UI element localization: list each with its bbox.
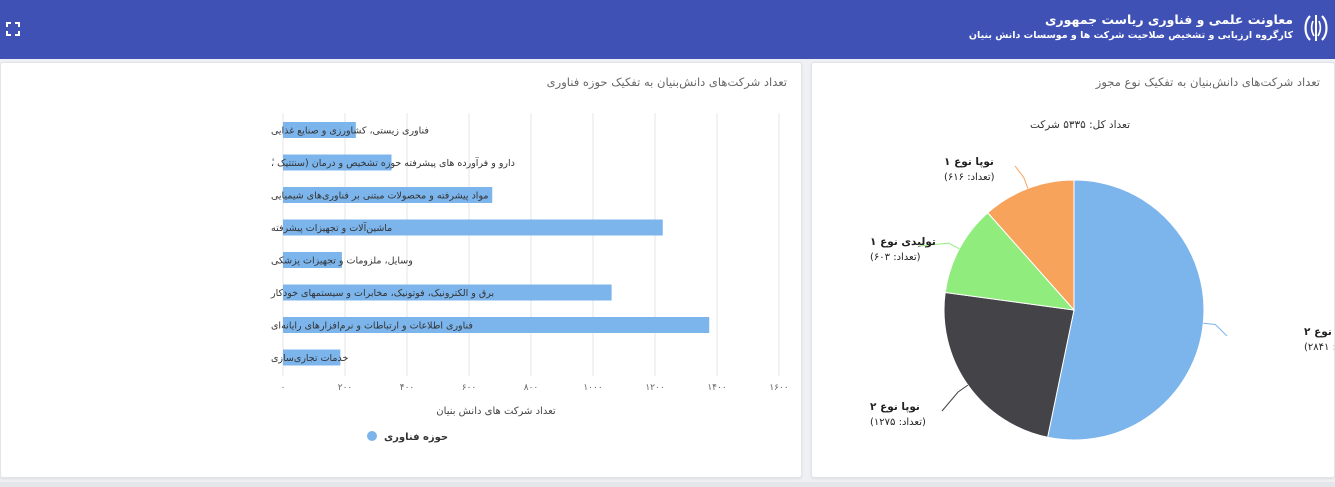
legend-label: حوزه فناوری [384, 432, 448, 443]
pie-subtitle: تعداد کل: ۵۳۳۵ شرکت [1030, 119, 1130, 131]
pie-label: نوپا نوع ۲ [870, 401, 920, 413]
y-tick-label: فناوری اطلاعات و ارتباطات و نرم‌افزارهای… [271, 321, 473, 332]
bar [283, 122, 356, 138]
pie-label: نوپا نوع ۱ [944, 156, 994, 168]
x-tick-label: ۱۶۰۰ [769, 383, 788, 393]
bar [283, 252, 342, 268]
legend-marker [367, 431, 377, 441]
pie-connector [1203, 322, 1228, 337]
pie-chart-title: تعداد شرکت‌های دانش‌بنیان به تفکیک نوع م… [1095, 75, 1320, 89]
pie-label: تولیدي نوع ۲ [1304, 326, 1334, 338]
y-tick-label: خدمات تجاری‌سازی [271, 353, 349, 364]
pie-slice [1047, 179, 1205, 441]
header-title: معاونت علمی و فناوری ریاست جمهوری [1044, 12, 1293, 27]
bar [283, 187, 493, 203]
pie-connector [1014, 165, 1029, 189]
pie-count-label: (تعداد: ۱۲۷۵) [870, 417, 926, 428]
x-tick-label: ۰ [281, 383, 286, 393]
x-tick-label: ۸۰۰ [524, 383, 539, 393]
pie-connector [918, 242, 960, 250]
x-axis-title: تعداد شرکت های دانش بنیان [436, 406, 556, 417]
app-header: معاونت علمی و فناوری ریاست جمهوری کارگرو… [0, 0, 1335, 59]
bar [283, 219, 663, 236]
pie-label: تولیدی نوع ۱ [870, 236, 936, 248]
pie-chart: تعداد کل: ۵۳۳۵ شرکت تولیدي نوع ۲ (تعداد: ۲… [870, 119, 1334, 441]
y-tick-label: فناوری زیستی، کشاورزی و صنایع غذایی [271, 126, 429, 137]
bar-chart: ۰ ۲۰۰ ۴۰۰ ۶۰۰ ۸۰۰ ۱۰۰۰ ۱۲۰۰ ۱۴۰۰ ۱۶۰۰ فناوری زیست… [270, 113, 789, 443]
bar [283, 317, 710, 333]
bar-chart-title: تعداد شرکت‌های دانش‌بنیان به تفکیک حوزه … [546, 75, 787, 89]
bar-chart-card: تعداد شرکت‌های دانش‌بنیان به تفکیک حوزه … [0, 62, 802, 478]
x-tick-label: ۲۰۰ [338, 383, 353, 393]
x-tick-label: ۶۰۰ [462, 383, 477, 393]
pie-connector [941, 384, 969, 412]
emblem-icon [1304, 15, 1328, 41]
x-tick-label: ۴۰۰ [400, 383, 415, 393]
y-tick-label: ماشین‌آلات و تجهیزات پیشرفته [271, 221, 392, 234]
pie-slice [943, 291, 1075, 438]
bar [283, 154, 392, 171]
y-tick-label: مواد پیشرفته و محصولات مبتنی بر فناوری‌ه… [271, 191, 488, 202]
pie-count-label: (تعداد: ۲۸۴۱) [1304, 342, 1334, 353]
x-tick-label: ۱۴۰۰ [707, 383, 726, 393]
pie-count-label: (تعداد: ۶۰۳) [870, 252, 921, 263]
x-tick-label: ۱۰۰۰ [583, 383, 602, 393]
y-tick-label: وسایل، ملزومات و تجهیزات پزشکی [271, 256, 413, 267]
bar [283, 284, 612, 301]
bar [283, 349, 341, 366]
bottom-strip [0, 482, 1335, 487]
header-titles: معاونت علمی و فناوری ریاست جمهوری کارگرو… [969, 12, 1293, 44]
pie-slice [944, 212, 1076, 311]
y-tick-label: برق و الکترونیک، فوتونیک، مخابرات و سیست… [270, 288, 494, 299]
header-subtitle: کارگروه ارزیابی و تشخیص صلاحیت شرکت ها و… [968, 30, 1293, 41]
x-tick-label: ۱۲۰۰ [645, 383, 664, 393]
y-tick-label: دارو و فرآورده های پیشرفته حوزه تشخیص و … [271, 156, 515, 169]
pie-count-label: (تعداد: ۶۱۶) [944, 172, 995, 183]
fullscreen-icon[interactable] [6, 22, 20, 36]
pie-chart-card: تعداد شرکت‌های دانش‌بنیان به تفکیک نوع م… [811, 62, 1335, 478]
